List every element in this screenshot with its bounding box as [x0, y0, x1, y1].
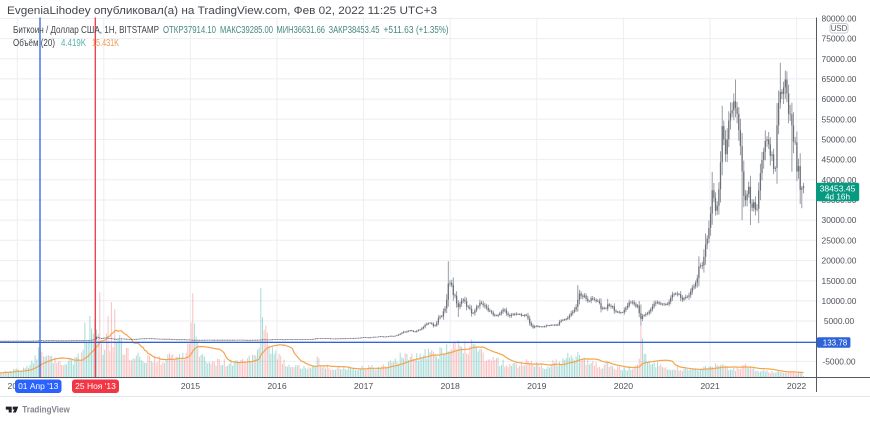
svg-text:2017: 2017 — [354, 381, 373, 391]
svg-text:30000.00: 30000.00 — [822, 215, 857, 225]
svg-text:(+1.35%): (+1.35%) — [416, 25, 449, 36]
svg-text:25000.00: 25000.00 — [822, 235, 857, 245]
svg-text:2020: 2020 — [614, 381, 633, 391]
svg-text:2019: 2019 — [527, 381, 546, 391]
svg-text:70000.00: 70000.00 — [822, 54, 857, 64]
svg-text:ОТКР37914.10: ОТКР37914.10 — [163, 25, 216, 36]
svg-text:2018: 2018 — [441, 381, 460, 391]
svg-text:01 Апр '13: 01 Апр '13 — [18, 381, 59, 391]
svg-text:75000.00: 75000.00 — [822, 34, 857, 44]
svg-text:15000.00: 15000.00 — [822, 276, 857, 286]
svg-text:МИН36631.66: МИН36631.66 — [277, 25, 326, 36]
svg-text:-5000.00: -5000.00 — [822, 357, 855, 367]
svg-text:45000.00: 45000.00 — [822, 155, 857, 165]
svg-text:4.419K: 4.419K — [61, 38, 86, 49]
svg-text:МАКС39285.00: МАКС39285.00 — [220, 25, 273, 36]
svg-text:55000.00: 55000.00 — [822, 114, 857, 124]
svg-text:2022: 2022 — [787, 381, 806, 391]
svg-text:80000.00: 80000.00 — [822, 14, 857, 24]
svg-text:ЗАКР38453.45: ЗАКР38453.45 — [329, 25, 380, 36]
svg-text:10000.00: 10000.00 — [822, 296, 857, 306]
svg-text:2015: 2015 — [181, 381, 200, 391]
svg-text:65000.00: 65000.00 — [822, 74, 857, 84]
svg-text:60000.00: 60000.00 — [822, 94, 857, 104]
svg-text:5000.00: 5000.00 — [824, 316, 855, 326]
svg-text:133.78: 133.78 — [823, 338, 848, 347]
svg-text:Биткоин / Доллар США, 1Н, BITS: Биткоин / Доллар США, 1Н, BITSTAMP — [13, 25, 159, 36]
svg-text:TradingView: TradingView — [22, 404, 70, 414]
svg-text:20000.00: 20000.00 — [822, 256, 857, 266]
svg-text:50000.00: 50000.00 — [822, 135, 857, 145]
svg-text:Объём (20): Объём (20) — [13, 37, 55, 49]
svg-text:25 Ноя '13: 25 Ноя '13 — [75, 381, 116, 391]
svg-text:4d 16h: 4d 16h — [825, 193, 850, 202]
svg-text:15.431K: 15.431K — [92, 38, 119, 49]
svg-text:+511.63: +511.63 — [384, 25, 414, 36]
svg-text:USD: USD — [831, 24, 848, 33]
svg-text:2016: 2016 — [267, 381, 286, 391]
svg-text:40000.00: 40000.00 — [822, 175, 857, 185]
svg-text:2021: 2021 — [700, 381, 719, 391]
svg-text:38453.45: 38453.45 — [820, 184, 856, 194]
svg-text:EvgeniaLihodey опубликовал(а): EvgeniaLihodey опубликовал(а) на Trading… — [7, 5, 437, 17]
